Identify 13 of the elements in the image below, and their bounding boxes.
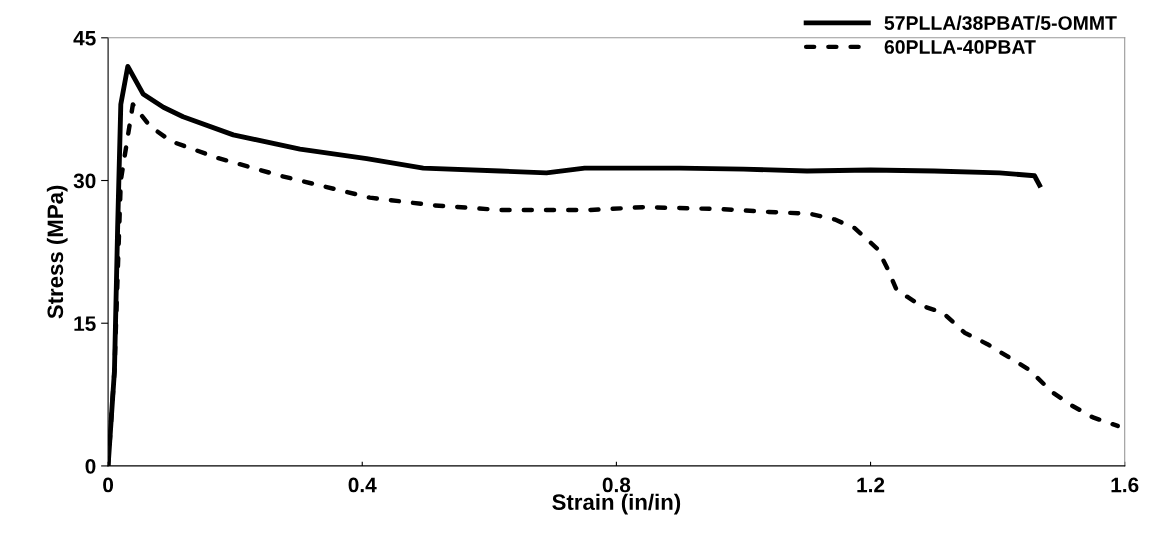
x-tick-label: 1.6 (1111, 477, 1139, 493)
x-tick-label: 0 (103, 477, 114, 493)
y-tick-label: 15 (74, 316, 96, 331)
x-tick-label: 0.8 (602, 477, 631, 493)
legend-label: 57PLLA/38PBAT/5-OMMT (884, 15, 1117, 31)
y-axis-title: Stress (MPa) (46, 185, 68, 319)
legend-label: 60PLLA-40PBAT (884, 40, 1036, 54)
x-tick-label: 0.4 (348, 477, 377, 493)
x-axis-title: Strain (in/in) (552, 493, 681, 515)
y-tick-label: 45 (73, 31, 96, 46)
y-tick-label: 30 (73, 173, 96, 189)
y-tick-label: 0 (85, 458, 96, 474)
x-tick-label: 1.2 (857, 477, 885, 493)
